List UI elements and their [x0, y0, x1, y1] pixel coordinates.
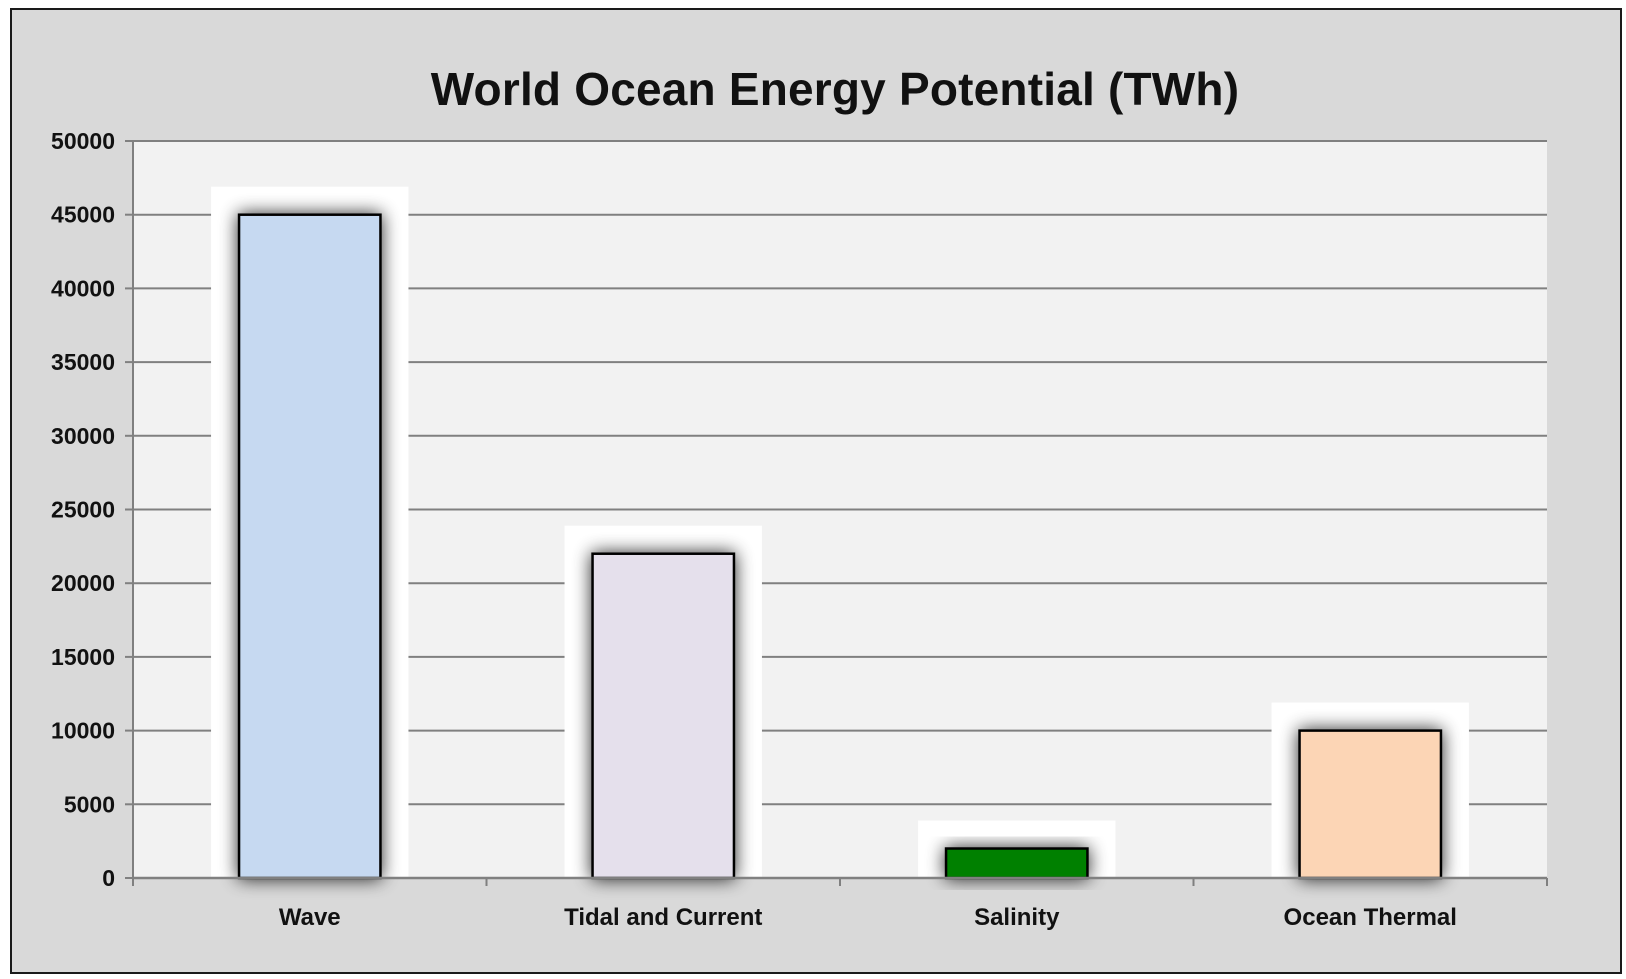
bar-ocean-thermal	[1298, 729, 1443, 880]
y-tick-label: 20000	[51, 570, 115, 596]
x-tick-label: Tidal and Current	[564, 904, 762, 931]
y-tick-label: 50000	[51, 128, 115, 154]
x-tick-label: Salinity	[974, 904, 1060, 931]
bar-tidal-and-current	[591, 552, 736, 880]
y-tick-label: 30000	[51, 423, 115, 449]
chart-frame: World Ocean Energy Potential (TWh) 0 5000…	[10, 8, 1622, 974]
bar-salinity	[944, 847, 1089, 880]
y-tick-label: 10000	[51, 718, 115, 744]
x-tick-label: Wave	[279, 904, 341, 931]
y-tick-label: 35000	[51, 349, 115, 375]
y-tick-label: 45000	[51, 202, 115, 228]
y-tick-label: 0	[102, 865, 115, 891]
y-tick-label: 5000	[64, 791, 115, 817]
chart-plot: 0 5000 10000 15000 20000 25000 30000 35000 40000…	[51, 128, 1548, 931]
chart-title: World Ocean Energy Potential (TWh)	[430, 63, 1240, 115]
bar-wave	[237, 213, 382, 880]
x-tick-label: Ocean Thermal	[1284, 904, 1457, 931]
y-tick-label: 15000	[51, 644, 115, 670]
y-tick-label: 40000	[51, 275, 115, 301]
y-tick-label: 25000	[51, 497, 115, 523]
